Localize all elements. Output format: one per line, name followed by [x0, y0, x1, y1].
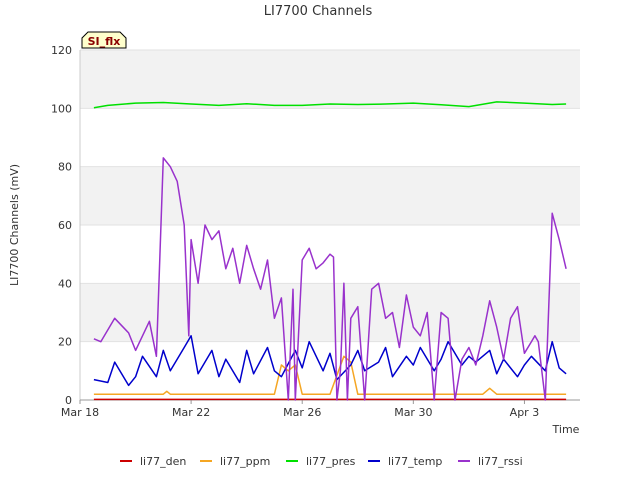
y-tick-label: 100	[51, 102, 72, 115]
y-tick-label: 120	[51, 44, 72, 57]
y-tick-label: 40	[58, 277, 72, 290]
y-tick-label: 60	[58, 219, 72, 232]
x-tick-label: Mar 22	[172, 406, 210, 419]
x-tick-label: Mar 18	[61, 406, 99, 419]
y-axis-label: LI7700 Channels (mV)	[8, 164, 21, 286]
series-line-li77_pres	[93, 101, 567, 109]
si-flx-badge: SI_flx	[81, 31, 127, 49]
x-tick-labels: Mar 18 Mar 22 Mar 26 Mar 30 Apr 3	[61, 400, 539, 419]
x-axis-label: Time	[552, 423, 580, 436]
legend-label-li77_rssi: li77_rssi	[478, 455, 523, 468]
background-bands	[80, 50, 580, 342]
x-tick-label: Apr 3	[510, 406, 540, 419]
y-tick-label: 20	[58, 336, 72, 349]
legend: li77_den li77_ppm li77_pres li77_temp li77_r…	[120, 455, 523, 468]
y-tick-label: 0	[65, 394, 72, 407]
legend-label-li77_ppm: li77_ppm	[220, 455, 270, 468]
chart-title: LI7700 Channels	[264, 4, 373, 19]
legend-label-li77_den: li77_den	[140, 455, 186, 468]
y-tick-labels: 0 20 40 60 80 100 120	[51, 44, 72, 407]
series-line-li77_temp	[93, 335, 567, 387]
grid-band	[80, 283, 580, 342]
series-line-li77_ppm	[93, 355, 567, 395]
y-tick-label: 80	[58, 161, 72, 174]
grid-band	[80, 166, 580, 225]
x-tick-label: Mar 30	[394, 406, 432, 419]
legend-label-li77_pres: li77_pres	[306, 455, 356, 468]
legend-label-li77_temp: li77_temp	[388, 455, 442, 468]
badge-box	[81, 31, 127, 49]
badge-label: SI_flx	[88, 35, 121, 48]
x-tick-label: Mar 26	[283, 406, 321, 419]
series-lines	[93, 101, 567, 401]
grid-band	[80, 50, 580, 109]
series-line-li77_rssi	[93, 157, 567, 401]
